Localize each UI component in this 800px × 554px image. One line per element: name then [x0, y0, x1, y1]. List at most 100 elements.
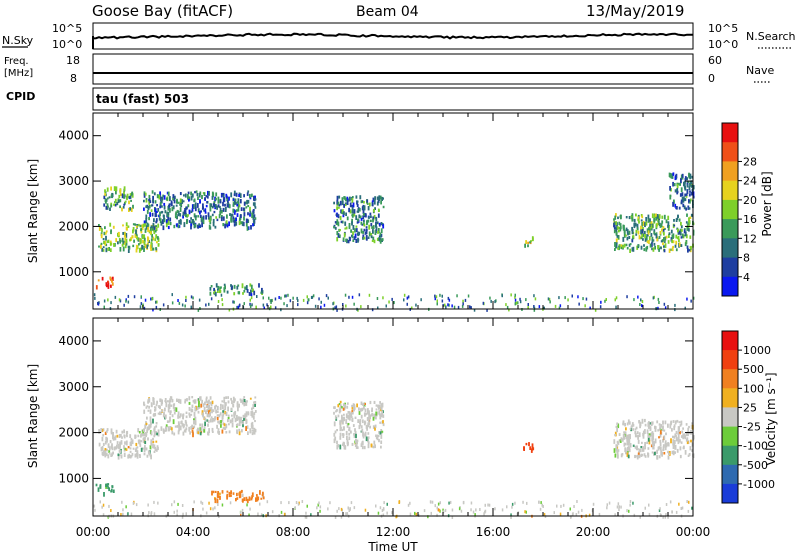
echo-cell	[188, 396, 191, 401]
echo-cell	[682, 433, 685, 437]
echo-cell	[125, 440, 128, 446]
echo-cell	[689, 199, 691, 204]
echo-cell	[152, 236, 155, 241]
echo-cell	[688, 172, 690, 178]
echo-cell	[403, 298, 405, 302]
echo-cell	[616, 505, 619, 509]
echo-cell	[121, 500, 123, 504]
echo-cell	[334, 306, 336, 310]
beam-title: Beam 04	[356, 4, 419, 20]
echo-cell	[381, 430, 384, 433]
echo-cell	[112, 432, 114, 437]
echo-cell	[122, 246, 125, 252]
echo-cell	[375, 216, 378, 220]
echo-cell	[672, 435, 674, 439]
echo-cell	[658, 455, 661, 459]
echo-cell	[247, 190, 250, 193]
echo-cell	[362, 234, 365, 238]
echo-cell	[677, 228, 679, 233]
echo-cell	[133, 295, 136, 299]
echo-cell	[678, 242, 681, 247]
echo-cell	[350, 412, 353, 418]
echo-cell	[668, 225, 670, 229]
echo-cell	[202, 403, 205, 407]
echo-cell	[368, 421, 371, 426]
echo-cell	[506, 305, 509, 309]
echo-cell	[127, 225, 130, 228]
echo-cell	[238, 204, 241, 207]
echo-cell	[190, 210, 193, 213]
echo-cell	[167, 220, 170, 225]
echo-cell	[227, 406, 229, 412]
echo-cell	[110, 186, 112, 191]
echo-cell	[451, 304, 453, 308]
echo-cell	[654, 245, 656, 250]
echo-cell	[451, 516, 454, 519]
echo-cell	[359, 422, 362, 427]
echo-cell	[362, 215, 365, 220]
echo-cell	[378, 222, 381, 226]
echo-cell	[484, 503, 486, 507]
echo-cell	[156, 432, 158, 436]
echo-cell	[241, 399, 244, 405]
echo-cell	[667, 240, 670, 244]
echo-cell	[344, 445, 346, 449]
echo-cell	[156, 194, 159, 199]
echo-cell	[98, 226, 101, 231]
echo-cell	[211, 205, 214, 209]
echo-cell	[344, 402, 346, 405]
echo-cell	[288, 501, 290, 505]
echo-cell	[153, 444, 156, 449]
echo-cell	[380, 429, 383, 434]
echo-cell	[667, 227, 670, 231]
echo-cell	[167, 408, 170, 413]
echo-cell	[148, 511, 150, 515]
echo-cell	[511, 505, 513, 509]
echo-cell	[379, 506, 382, 510]
echo-cell	[360, 200, 363, 204]
echo-cell	[652, 239, 655, 242]
echo-cell	[644, 423, 647, 427]
echo-cell	[672, 441, 675, 446]
echo-cell	[672, 172, 675, 176]
colorbar-segment	[722, 257, 738, 278]
echo-cell	[143, 207, 145, 211]
echo-cell	[617, 454, 619, 459]
echo-cell	[147, 205, 150, 211]
echo-cell	[114, 295, 117, 299]
echo-cell	[274, 297, 277, 301]
echo-cell	[223, 409, 226, 412]
echo-cell	[226, 203, 229, 208]
echo-cell	[99, 485, 102, 488]
echo-cell	[149, 200, 152, 203]
echo-cell	[220, 403, 222, 407]
echo-cell	[674, 203, 677, 208]
echo-cell	[349, 507, 351, 511]
echo-cell	[225, 220, 228, 224]
x-tick-label: 16:00	[476, 525, 511, 539]
echo-cell	[333, 411, 335, 415]
echo-cell	[172, 403, 175, 409]
echo-cell	[621, 453, 624, 456]
echo-cell	[101, 276, 104, 281]
echo-cell	[111, 485, 114, 488]
echo-cell	[657, 429, 660, 432]
freq-label-line1: Freq.	[4, 56, 29, 67]
echo-cell	[406, 302, 408, 306]
echo-cell	[105, 243, 108, 247]
echo-cell	[336, 206, 338, 211]
echo-cell	[243, 194, 245, 198]
echo-cell	[646, 240, 649, 244]
echo-cell	[474, 513, 476, 517]
echo-cell	[253, 290, 256, 296]
echo-cell	[102, 246, 105, 249]
echo-cell	[685, 207, 687, 211]
echo-cell	[239, 493, 242, 498]
echo-cell	[680, 507, 682, 510]
echo-cell	[158, 214, 160, 218]
echo-cell	[143, 240, 146, 246]
echo-cell	[652, 247, 655, 252]
echo-cell	[312, 294, 315, 298]
echo-cell	[363, 201, 365, 204]
echo-cell	[576, 500, 578, 503]
